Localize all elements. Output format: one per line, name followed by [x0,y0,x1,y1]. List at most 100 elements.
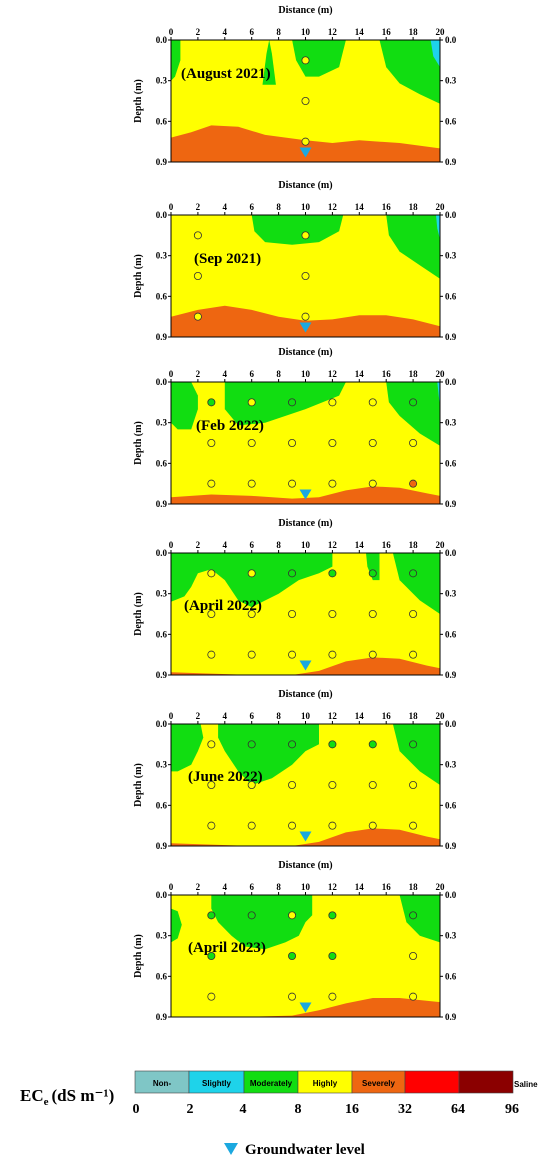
y-tick-label: 0.3 [156,760,168,770]
groundwater-marker [299,489,312,500]
x-tick-label: 4 [223,540,228,550]
x-tick-label: 18 [409,540,419,550]
sample-point [247,650,256,659]
x-tick-label: 12 [328,202,338,212]
x-tick-label: 20 [436,27,446,37]
sample-point [193,231,202,240]
y-tick-label: 0.0 [156,548,168,558]
sample-point [247,610,256,619]
sample-point [368,821,377,830]
sample-point [301,56,310,65]
y-tick-label-right: 0.9 [445,1012,457,1022]
slightly-zone [436,215,440,240]
x-tick-label: 16 [382,202,392,212]
x-axis-title: Distance (m) [278,860,332,871]
severely-zone [171,486,440,504]
sample-point [288,569,297,578]
legend-value-label: 64 [451,1102,465,1117]
x-tick-label: 14 [355,202,365,212]
y-tick-label: 0.0 [156,35,168,45]
y-tick-label: 0.3 [156,418,168,428]
x-tick-label: 10 [301,27,311,37]
sample-point [409,781,418,790]
moderately-zone [171,724,204,772]
y-tick-label: 0.9 [156,841,168,851]
x-axis-title: Distance (m) [278,5,332,16]
severely-zone [171,828,440,846]
sample-point [288,911,297,920]
moderately-zone [386,215,440,279]
sample-point [288,650,297,659]
sample-point [409,992,418,1001]
x-tick-label: 0 [169,27,174,37]
sample-point [207,911,216,920]
moderately-zone [292,40,346,77]
sample-point [207,952,216,961]
y-tick-label: 0.3 [156,931,168,941]
sample-point [409,610,418,619]
x-tick-label: 8 [276,27,281,37]
y-tick-label-right: 0.3 [445,931,457,941]
x-tick-label: 2 [196,27,201,37]
y-tick-label-right: 0.6 [445,458,457,468]
y-tick-label: 0.6 [156,116,168,126]
sample-point [409,398,418,407]
y-tick-label-right: 0.6 [445,800,457,810]
groundwater-marker [299,322,312,333]
moderately-zone [218,724,319,785]
panel-title: (April 2022) [184,598,262,614]
x-tick-label: 10 [301,369,311,379]
sample-point [328,569,337,578]
x-tick-label: 14 [355,540,365,550]
legend-category-label: Moderately [250,1079,293,1088]
x-tick-label: 16 [382,711,392,721]
panel-title: (June 2022) [188,769,263,785]
contour-panel: 0 2 4 6 8 10 12 14 16 18 20 Distance (m) 0.0 0.0 0.3 0.… [133,518,457,680]
sample-point [368,610,377,619]
sample-point [207,821,216,830]
x-tick-label: 18 [409,882,419,892]
y-tick-label: 0.6 [156,800,168,810]
x-tick-label: 8 [276,369,281,379]
x-tick-label: 2 [196,369,201,379]
y-tick-label-right: 0.0 [445,548,457,558]
x-tick-label: 20 [436,711,446,721]
groundwater-marker [299,660,312,671]
zone-group [171,895,440,1017]
y-axis-title: Depth (m) [133,934,144,978]
y-tick-label-right: 0.9 [445,332,457,342]
y-tick-label-right: 0.9 [445,670,457,680]
x-tick-label: 6 [249,27,254,37]
x-tick-label: 18 [409,27,419,37]
legend-title-sub: e [44,1096,49,1108]
y-tick-label-right: 0.0 [445,890,457,900]
sample-point [301,271,310,280]
x-tick-label: 20 [436,202,446,212]
sample-point [247,740,256,749]
x-tick-label: 20 [436,540,446,550]
sample-point [288,781,297,790]
y-tick-label-right: 0.3 [445,418,457,428]
legend-swatch [458,1070,514,1094]
sample-point [193,271,202,280]
x-tick-label: 16 [382,27,392,37]
sample-point [247,781,256,790]
moderately-zone [171,553,333,608]
y-tick-label-right: 0.6 [445,116,457,126]
x-axis-title: Distance (m) [278,180,332,191]
legend-swatch [404,1070,460,1094]
moderately-zone [171,40,181,81]
y-axis-title: Depth (m) [133,763,144,807]
y-tick-label-right: 0.3 [445,589,457,599]
x-tick-label: 8 [276,540,281,550]
y-tick-label-right: 0.6 [445,971,457,981]
legend-category-label: Slightly [202,1079,231,1088]
x-tick-label: 4 [223,27,228,37]
groundwater-marker [299,147,312,158]
legend-value-label: 8 [295,1102,302,1117]
y-tick-label-right: 0.3 [445,251,457,261]
sample-point [328,911,337,920]
sample-point [207,569,216,578]
legend-end-label: Saline [514,1080,538,1089]
x-tick-label: 12 [328,882,338,892]
